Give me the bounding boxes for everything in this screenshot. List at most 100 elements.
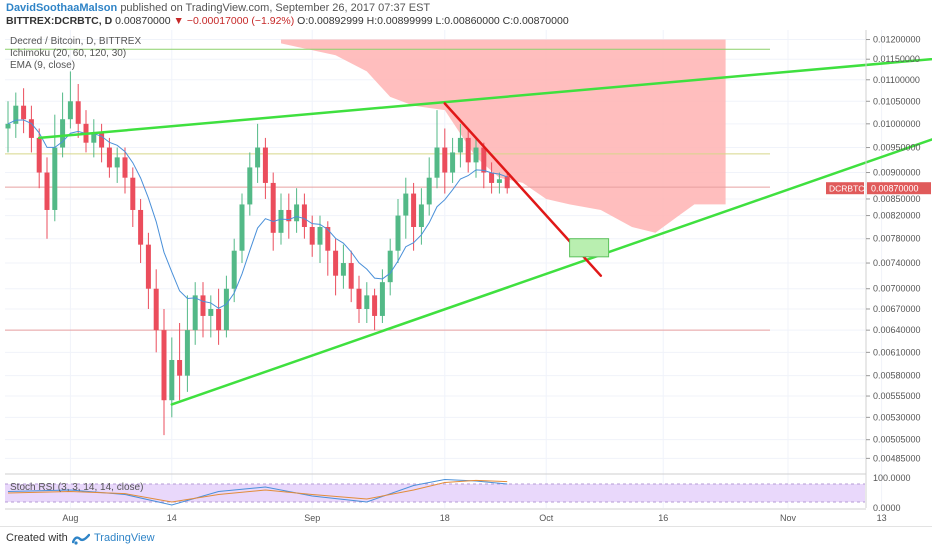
candle-body — [231, 250, 237, 289]
time-tick-label: Aug — [62, 513, 78, 523]
trendline — [170, 138, 932, 406]
footer-bar: Created with TradingView — [0, 526, 932, 551]
price-tick-label: 0.00820000 — [873, 211, 921, 221]
price-tick-label: 0.00740000 — [873, 258, 921, 268]
candle-body — [286, 209, 292, 222]
last-price: 0.00870000 — [115, 15, 171, 27]
symbol-name: BITTREX:DCRBTC, D — [6, 15, 113, 27]
price-tick-label: 0.00670000 — [873, 304, 921, 314]
candle-body — [255, 147, 261, 168]
created-with-text: Created with — [6, 532, 68, 544]
price-tick-label: 0.01050000 — [873, 96, 921, 106]
chart-canvas[interactable]: 0.01200000 0.01150000 0.01100000 0.01050000… — [0, 0, 932, 526]
stoch-band — [5, 484, 865, 502]
published-text: published on TradingView.com, September … — [120, 2, 431, 14]
legend-ichimoku: Ichimoku (20, 60, 120, 30) — [10, 48, 126, 59]
price-tick-label: 0.01200000 — [873, 35, 921, 45]
candle-body — [184, 330, 190, 376]
price-tick-label: 0.00700000 — [873, 284, 921, 294]
candle-body — [67, 101, 73, 120]
candle-body — [426, 177, 432, 205]
candle-body — [325, 226, 331, 251]
price-tick-label: 0.00505000 — [873, 435, 921, 445]
candle-body — [364, 295, 370, 309]
candle-body — [270, 182, 276, 233]
author-link[interactable]: DavidSoothaaMalson — [6, 2, 118, 14]
candle-body — [130, 177, 136, 210]
target-box — [569, 238, 610, 258]
candle-body — [208, 308, 214, 316]
candle-body — [36, 137, 42, 173]
candle-body — [418, 204, 424, 227]
candle-body — [504, 176, 510, 189]
candle-body — [333, 250, 339, 276]
publish-info: DavidSoothaaMalson published on TradingV… — [6, 2, 430, 14]
change-value: −0.00017000 (−1.92%) — [186, 15, 295, 27]
candle-body — [177, 359, 183, 376]
time-tick-label: 16 — [658, 513, 668, 523]
symbol-info: BITTREX:DCRBTC, D 0.00870000 ▼ −0.000170… — [6, 15, 569, 27]
time-axis: Aug14Sep18Oct16Nov13Dec182018 — [5, 508, 887, 523]
price-tick-label: 0.00580000 — [873, 371, 921, 381]
price-label-symbol: DCRBTC — [829, 184, 864, 194]
legend-title: Decred / Bitcoin, D, BITTREX — [10, 36, 141, 47]
legend: Decred / Bitcoin, D, BITTREX Ichimoku (2… — [10, 36, 141, 71]
target-box-group — [569, 238, 610, 258]
candle-body — [13, 105, 19, 124]
candle-body — [122, 157, 128, 178]
candle-body — [247, 167, 253, 205]
stoch-rsi-pane: Stoch RSI (3, 3, 14, 14, close) 100.0000 0… — [5, 473, 911, 513]
price-tick-label: 0.01150000 — [873, 54, 920, 64]
candle-body — [223, 288, 229, 331]
candle-body — [106, 147, 112, 168]
candle-body — [114, 157, 120, 168]
candle-body — [153, 288, 159, 331]
price-axis: 0.01200000 0.01150000 0.01100000 0.01050000… — [865, 30, 921, 508]
candle-body — [75, 101, 81, 124]
candle-body — [216, 308, 222, 331]
candle-body — [138, 209, 144, 245]
candle-body — [192, 295, 198, 331]
tradingview-logo-icon — [72, 533, 90, 545]
candle-body — [356, 288, 362, 309]
price-label-value-bg — [867, 182, 931, 195]
candle-body — [309, 226, 315, 245]
trendline — [37, 57, 932, 140]
horizontal-levels — [5, 48, 770, 331]
candle-body — [99, 133, 105, 148]
change-arrow: ▼ — [173, 15, 184, 27]
stoch-d-line — [7, 479, 508, 503]
candle-body — [387, 250, 393, 283]
candle-body — [481, 147, 487, 173]
time-tick-label: 13 — [877, 513, 887, 523]
candle-body — [340, 263, 346, 276]
candle-body — [442, 147, 448, 173]
candle-body — [450, 152, 456, 173]
candle-body — [169, 359, 175, 401]
candle-body — [496, 179, 502, 183]
candle-body — [21, 105, 27, 120]
candle-body — [372, 295, 378, 316]
price-label-symbol-bg — [826, 182, 864, 195]
candle-body — [379, 282, 385, 316]
price-tick-label: 0.00485000 — [873, 453, 921, 463]
candle-body — [301, 204, 307, 227]
candle-body — [395, 215, 401, 251]
price-tick-label: 0.00640000 — [873, 325, 921, 335]
price-tick-label: 0.00610000 — [873, 347, 921, 357]
price-tick-label: 0.00555000 — [873, 391, 921, 401]
price-tick-label: 0.00530000 — [873, 412, 921, 422]
candle-body — [278, 209, 284, 233]
tradingview-brand-link[interactable]: TradingView — [94, 532, 155, 544]
candle-body — [348, 263, 354, 289]
candle-body — [239, 204, 245, 251]
stoch-tick-label: 100.0000 — [873, 473, 911, 483]
time-tick-label: 18 — [440, 513, 450, 523]
candle-body — [161, 330, 167, 401]
price-tick-label: 0.00850000 — [873, 194, 921, 204]
candles — [5, 71, 510, 436]
candle-body — [317, 226, 323, 245]
candle-body — [5, 123, 11, 129]
price-tick-label: 0.01000000 — [873, 119, 921, 129]
time-tick-label: Nov — [780, 513, 797, 523]
